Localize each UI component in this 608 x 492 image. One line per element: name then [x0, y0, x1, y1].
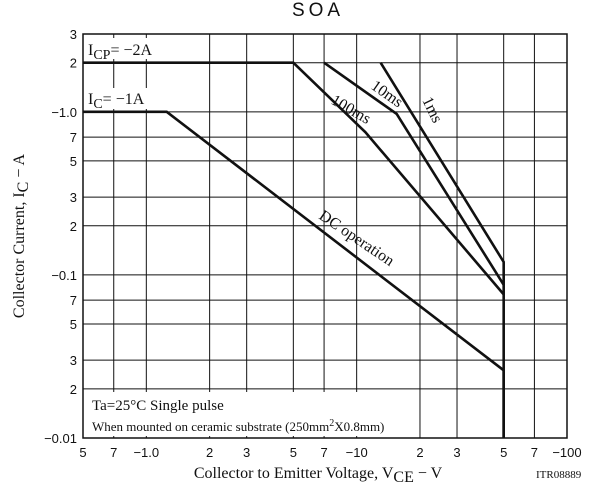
y-tick-label: −1.0	[51, 105, 77, 120]
annotation: ICP= −2A	[88, 42, 153, 63]
annotation-part: I	[88, 42, 93, 59]
x-tick-label: 7	[320, 445, 327, 460]
y-tick-label: 7	[70, 293, 77, 308]
y-tick-label: 3	[70, 27, 77, 42]
x-tick-label: 5	[79, 445, 86, 460]
y-tick-label: −0.1	[51, 268, 77, 283]
y-tick-label: −0.01	[44, 431, 77, 446]
note: When mounted on ceramic substrate (250mm…	[92, 418, 384, 434]
note-box	[88, 392, 360, 436]
plot-frame	[82, 33, 568, 439]
annotation-bg	[86, 38, 182, 59]
x-tick-label: 7	[110, 445, 117, 460]
note-part: X0.8mm)	[334, 419, 384, 434]
x-tick-label: 7	[531, 445, 538, 460]
series-line	[323, 61, 505, 286]
annotation-part: CP	[93, 48, 110, 63]
y-tick-label: 2	[70, 382, 77, 397]
x-tick-label: 3	[453, 445, 460, 460]
series-label: 1ms	[418, 94, 445, 125]
chart-title: SOA	[292, 0, 344, 21]
x-tick-label: −10	[346, 445, 368, 460]
series-label: 100ms	[328, 92, 373, 128]
x-tick-label: −100	[552, 445, 581, 460]
x-tick-label: 2	[206, 445, 213, 460]
y-tick-label: 5	[70, 317, 77, 332]
y-tick-label: 3	[70, 353, 77, 368]
note: Ta=25°C Single pulse	[92, 398, 224, 414]
x-tick-label: −1.0	[133, 445, 159, 460]
figure-code: ITR08889	[536, 469, 582, 481]
x-axis-title: Collector to Emitter Voltage, VCE − V	[194, 465, 443, 486]
series-line	[83, 61, 505, 296]
y-tick-label: 7	[70, 130, 77, 145]
annotation-part: C	[93, 97, 102, 112]
annotation-part: = −2A	[110, 42, 152, 59]
note-part: 2	[329, 418, 334, 429]
y-tick-label: 2	[70, 219, 77, 234]
x-tick-label: 5	[290, 445, 297, 460]
y-tick-label: 5	[70, 154, 77, 169]
x-tick-label: 5	[500, 445, 507, 460]
series-line	[379, 62, 505, 438]
annotation: IC= −1A	[88, 91, 145, 112]
annotation-bg	[86, 88, 172, 109]
y-tick-label: 2	[70, 56, 77, 71]
note-part: When mounted on ceramic substrate (250mm	[92, 419, 329, 434]
y-axis-title: Collector Current, IC − A	[11, 154, 32, 319]
x-tick-label: 3	[243, 445, 250, 460]
annotation-part: = −1A	[103, 91, 145, 108]
y-tick-label: 3	[70, 190, 77, 205]
x-tick-label: 2	[416, 445, 423, 460]
annotation-part: I	[88, 91, 93, 108]
